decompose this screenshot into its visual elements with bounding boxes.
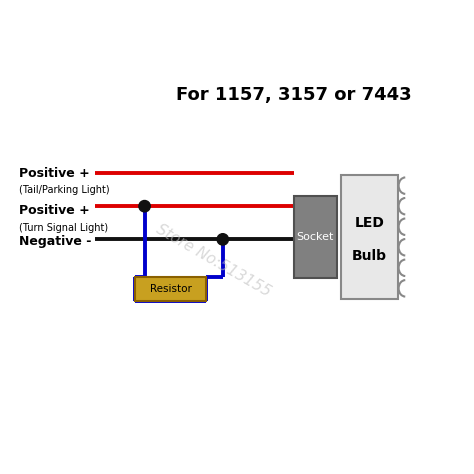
Text: Positive +: Positive +: [19, 204, 90, 218]
Text: Positive +: Positive +: [19, 166, 90, 180]
Bar: [135, 277, 206, 301]
Text: Negative -: Negative -: [19, 235, 91, 248]
Text: (Turn Signal Light): (Turn Signal Light): [19, 222, 108, 233]
Text: Bulb: Bulb: [352, 249, 387, 263]
Text: LED: LED: [355, 216, 385, 230]
Text: (Tail/Parking Light): (Tail/Parking Light): [19, 184, 109, 195]
Bar: [294, 196, 337, 279]
Circle shape: [139, 201, 150, 212]
Text: Resistor: Resistor: [150, 284, 191, 294]
Bar: [341, 175, 398, 299]
Text: For 1157, 3157 or 7443: For 1157, 3157 or 7443: [176, 86, 412, 104]
Text: Socket: Socket: [297, 232, 334, 242]
Text: Store No:513155: Store No:513155: [153, 222, 273, 300]
Circle shape: [217, 234, 228, 245]
